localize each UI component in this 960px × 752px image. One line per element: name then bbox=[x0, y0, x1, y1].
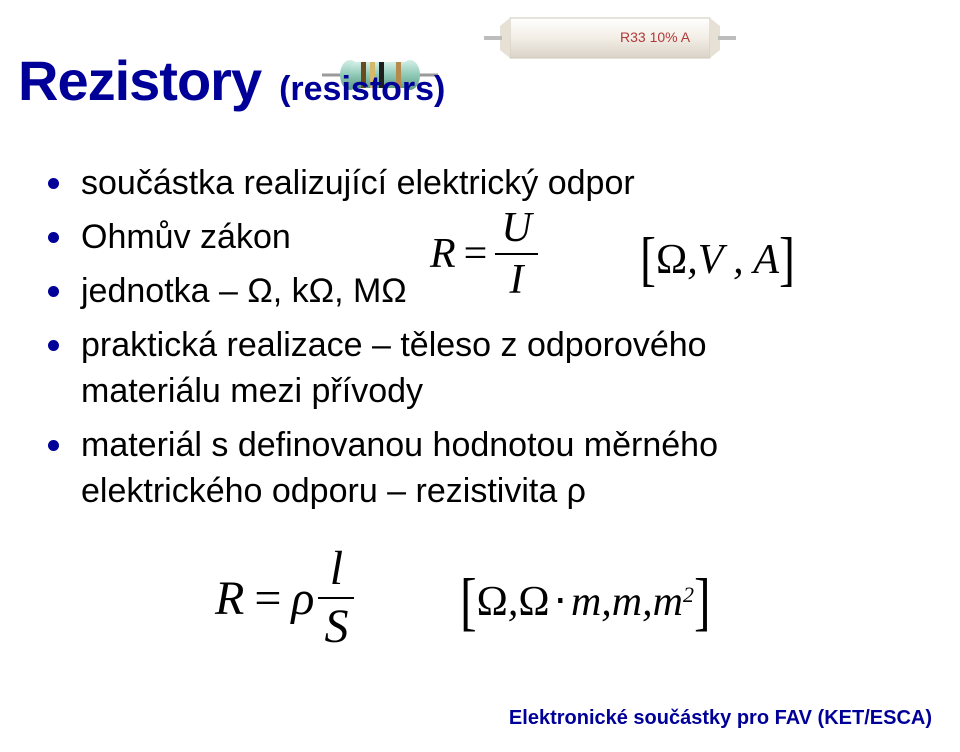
eq-numerator: U bbox=[495, 207, 537, 249]
eq2-numerator: l bbox=[324, 545, 349, 593]
eq-fraction: U I bbox=[495, 207, 537, 301]
eq2-denominator: S bbox=[318, 603, 354, 651]
fraction-bar bbox=[495, 253, 537, 255]
bracket-left: [ bbox=[460, 563, 477, 638]
bullet-text: praktická realizace – těleso z odporovéh… bbox=[81, 322, 831, 414]
bracket-right: ] bbox=[694, 563, 711, 638]
bullet-text: jednotka – Ω, kΩ, MΩ bbox=[81, 268, 407, 314]
units-inner: Ω,Ω⋅m,m,m2 bbox=[477, 576, 694, 626]
resistivity-equation: R = ρ l S bbox=[215, 545, 354, 651]
power-resistor-illustration: R33 10% A bbox=[480, 10, 740, 68]
bullet-dot bbox=[48, 440, 59, 451]
bullet-text: materiál s definovanou hodnotou měrného … bbox=[81, 422, 881, 514]
list-item: materiál s definovanou hodnotou měrného … bbox=[48, 422, 918, 514]
eq-lhs: R bbox=[430, 230, 456, 278]
bullet-dot bbox=[48, 232, 59, 243]
ohms-law-units: [ Ω,V , A ] bbox=[640, 232, 795, 287]
bullet-dot bbox=[48, 286, 59, 297]
units-inner: Ω,V , A bbox=[656, 236, 779, 284]
eq-denominator: I bbox=[504, 259, 530, 301]
bullet-dot bbox=[48, 178, 59, 189]
title-main: Rezistory bbox=[18, 48, 261, 113]
eq2-rho: ρ bbox=[291, 571, 314, 626]
bullet-text: součástka realizující elektrický odpor bbox=[81, 160, 635, 206]
eq2-equals: = bbox=[254, 571, 281, 626]
ohms-law-equation: R = U I bbox=[430, 207, 538, 301]
eq2-lhs: R bbox=[215, 571, 244, 626]
bracket-left: [ bbox=[640, 225, 656, 294]
fraction-bar bbox=[318, 597, 354, 599]
bullet-dot bbox=[48, 340, 59, 351]
bullet-text: Ohmův zákon bbox=[81, 214, 291, 260]
eq2-fraction: l S bbox=[318, 545, 354, 651]
list-item: součástka realizující elektrický odpor bbox=[48, 160, 918, 206]
bracket-right: ] bbox=[779, 225, 795, 294]
slide-title: Rezistory (resistors) bbox=[18, 48, 445, 113]
power-resistor-label: R33 10% A bbox=[620, 29, 691, 45]
slide-footer: Elektronické součástky pro FAV (KET/ESCA… bbox=[509, 707, 932, 730]
resistivity-units: [ Ω,Ω⋅m,m,m2 ] bbox=[460, 572, 711, 630]
title-sub: (resistors) bbox=[279, 70, 445, 109]
eq-equals: = bbox=[464, 230, 488, 278]
list-item: praktická realizace – těleso z odporovéh… bbox=[48, 322, 918, 414]
